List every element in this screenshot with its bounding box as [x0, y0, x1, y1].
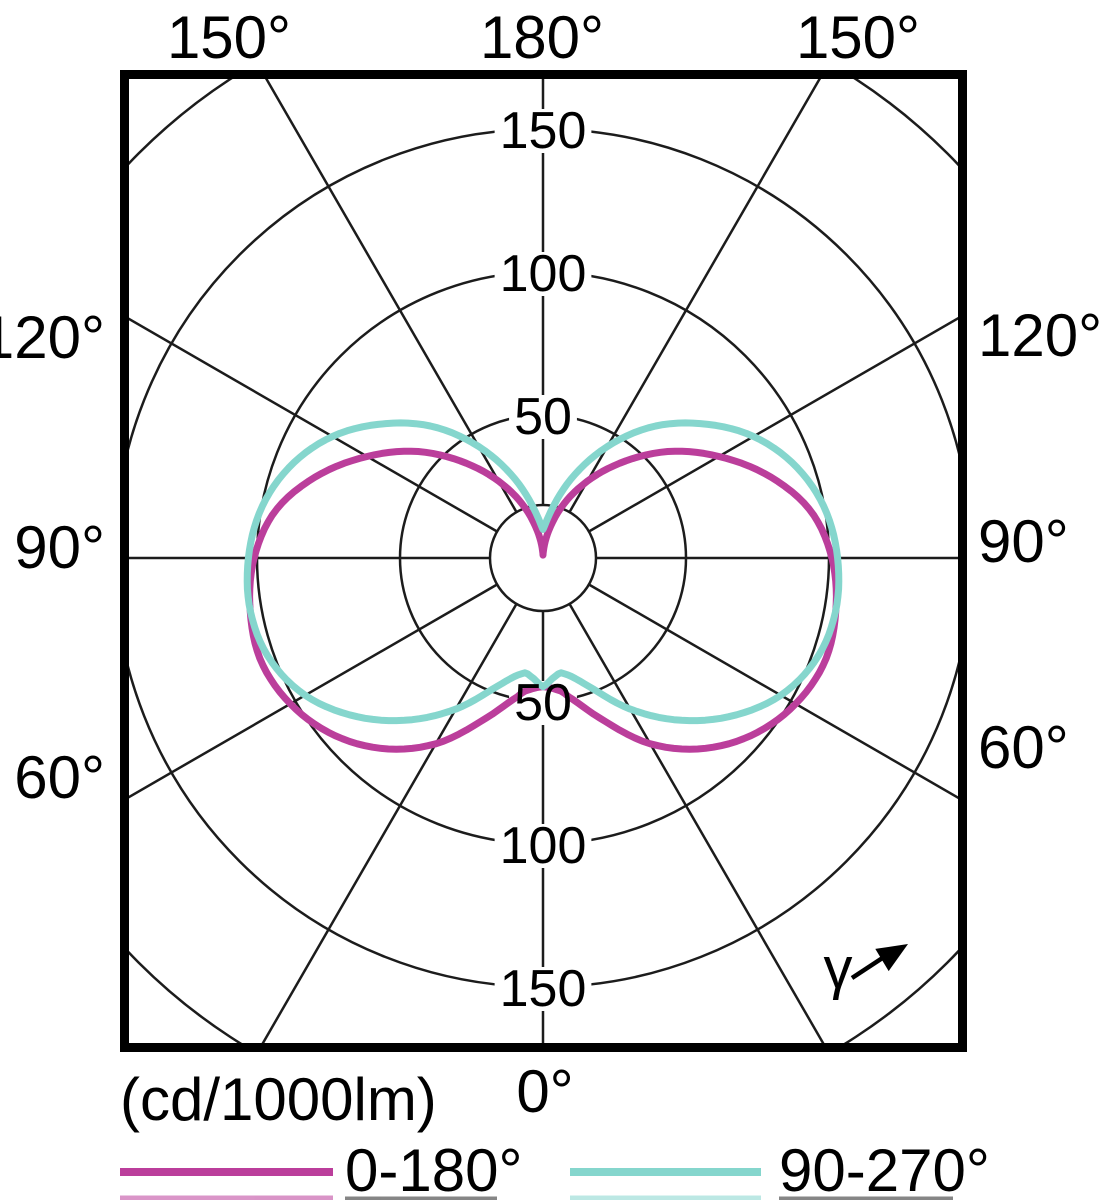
plot-frame — [120, 70, 967, 1052]
radial-tick-label-150: 150 — [500, 960, 587, 1018]
bottom-captions: (cd/1000lm) 0° — [120, 1058, 574, 1133]
radial-gridline-150 — [568, 79, 821, 513]
unit-label: (cd/1000lm) — [120, 1066, 437, 1133]
gamma-arrow-head-icon — [875, 944, 908, 972]
angle-label-top-right: 150° — [796, 4, 920, 71]
angle-label-left-60: 60° — [14, 744, 105, 811]
tick-label-halo — [494, 824, 592, 868]
legend-label-90-270: 90-270° — [779, 1137, 990, 1200]
curve-90-270 — [243, 419, 843, 725]
tick-label-halo — [509, 395, 577, 439]
radial-gridline-120 — [129, 317, 498, 533]
radial-tick-label-150: 150 — [500, 102, 587, 160]
legend-label-0-180: 0-180° — [345, 1137, 522, 1200]
angle-label-left-120: 120° — [0, 304, 105, 371]
cutoff-swatch-0-180 — [120, 1195, 333, 1200]
radial-tick-label-50: 50 — [514, 388, 572, 446]
cutoff-text-0-180 — [345, 1196, 497, 1200]
tick-label-backgrounds — [494, 109, 592, 1011]
radial-tick-labels: 50 50 100 100 150 150 — [500, 102, 587, 1018]
angle-label-right-120: 120° — [978, 302, 1102, 369]
radial-gridline-150 — [265, 79, 518, 513]
nadir-angle-label: 0° — [516, 1058, 573, 1125]
cutoff-text-90-270 — [779, 1196, 953, 1200]
angle-label-top-left: 150° — [167, 4, 291, 71]
angle-label-right-90: 90° — [978, 508, 1069, 575]
gamma-direction-marker: γ — [824, 936, 908, 1001]
radial-gridline-60 — [129, 583, 498, 799]
tick-label-halo — [494, 967, 592, 1011]
cutoff-legend-row — [120, 1195, 953, 1200]
tick-label-halo — [494, 109, 592, 153]
radial-gridline-60 — [588, 583, 959, 800]
radial-tick-label-100: 100 — [500, 817, 587, 875]
radial-gridline-30 — [261, 603, 518, 1043]
legend: 0-180° 90-270° — [120, 1137, 990, 1200]
radial-tick-label-50: 50 — [514, 674, 572, 732]
angle-label-top-center: 180° — [480, 4, 604, 71]
cutoff-swatch-90-270 — [570, 1195, 761, 1200]
radial-gridline-30 — [568, 603, 825, 1043]
angle-label-right-60: 60° — [978, 714, 1069, 781]
angle-labels: 150° 180° 150° 120° 90° 60° 120° 90° 60° — [0, 4, 1102, 811]
radial-tick-label-100: 100 — [500, 245, 587, 303]
tick-label-halo — [494, 252, 592, 296]
radial-gridline-120 — [588, 316, 959, 533]
gamma-arrow-shaft — [850, 953, 889, 980]
gamma-symbol-label: γ — [824, 936, 853, 1001]
angle-label-left-90: 90° — [14, 514, 105, 581]
intensity-curves — [243, 419, 843, 753]
